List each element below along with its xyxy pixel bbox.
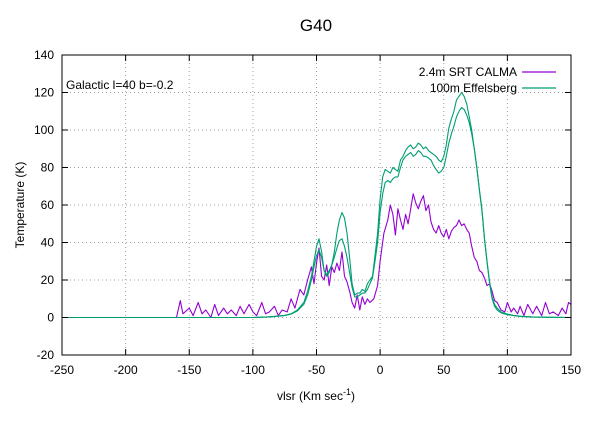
y-tick-label: 120: [34, 86, 54, 100]
x-tick-label: -200: [114, 363, 138, 377]
x-axis-label-text: vlsr (Km sec: [277, 389, 343, 403]
x-tick-label: -250: [50, 363, 74, 377]
x-axis-label-exponent: -1: [343, 387, 351, 397]
x-axis-label-close: ): [351, 389, 355, 403]
x-tick-label: -50: [308, 363, 326, 377]
y-tick-label: 140: [34, 48, 54, 62]
grid-lines: [62, 55, 571, 355]
y-tick-label: 0: [47, 311, 54, 325]
axis-ticks: -250 -200 -150 -100 -50 0 50 100 150-20020406080…: [34, 48, 581, 377]
y-tick-label: 100: [34, 123, 54, 137]
x-tick-label: 150: [561, 363, 581, 377]
chart-title: G40: [300, 16, 332, 35]
y-tick-label: -20: [37, 348, 55, 362]
series-line-1: [175, 193, 572, 319]
series-layer: [62, 91, 572, 319]
x-tick-label: -100: [241, 363, 265, 377]
x-tick-label: 50: [437, 363, 451, 377]
y-tick-label: 80: [41, 161, 55, 175]
series-line-3: [62, 106, 572, 319]
legend-label-1: 2.4m SRT CALMA: [419, 65, 517, 79]
annotation-label: Galactic l=40 b=-0.2: [66, 78, 174, 92]
x-tick-label: -150: [177, 363, 201, 377]
y-tick-label: 60: [41, 198, 55, 212]
x-tick-label: 0: [377, 363, 384, 377]
x-tick-label: 100: [497, 363, 517, 377]
y-tick-label: 20: [41, 273, 55, 287]
y-axis-label: Temperature (K): [13, 162, 27, 249]
legend-label-2: 100m Effelsberg: [430, 81, 517, 95]
x-axis-label: vlsr (Km sec-1): [277, 387, 355, 403]
y-tick-label: 40: [41, 236, 55, 250]
legend: 2.4m SRT CALMA 100m Effelsberg: [419, 65, 556, 95]
